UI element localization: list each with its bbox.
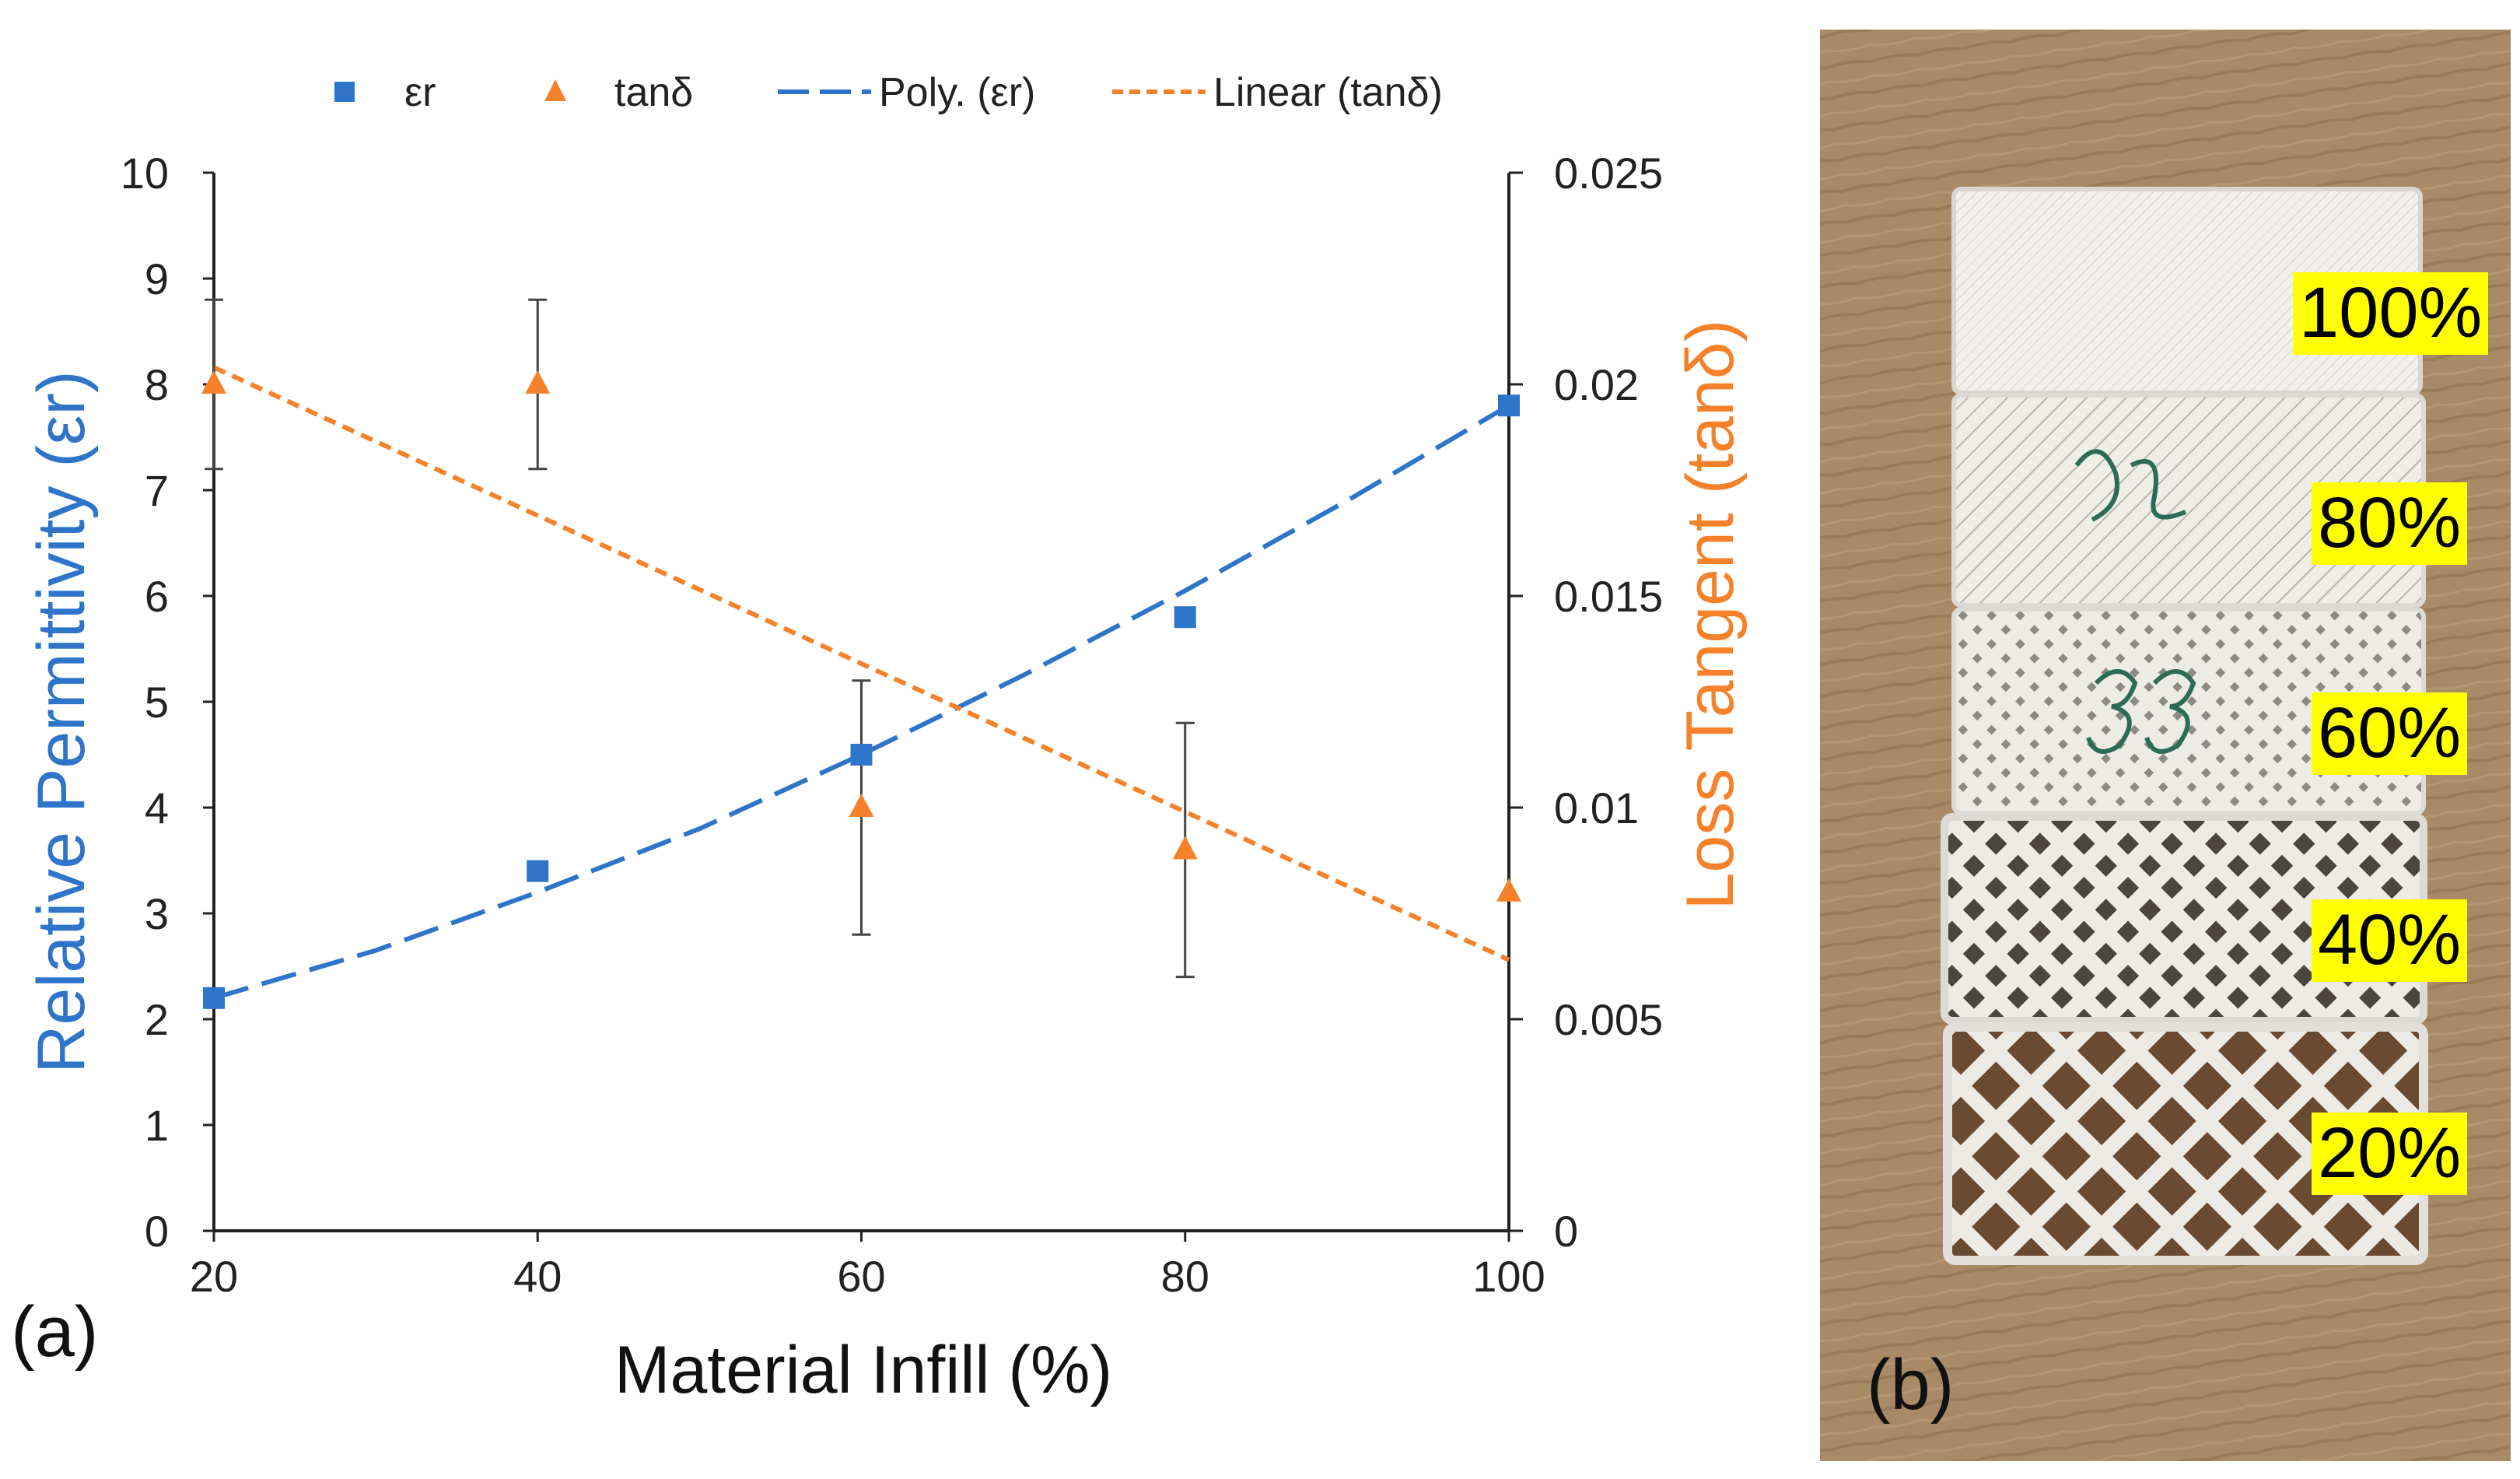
x-tick-label: 100 [1472,1252,1545,1301]
y-left-tick-label: 5 [145,678,169,727]
linear-tand-trendline [212,365,1510,962]
photo-label-40: 40% [2312,899,2468,982]
y-right-tick-label: 0.02 [1554,360,1639,409]
y-axis-right-label: Loss Tangent (tanδ) [1673,320,1748,910]
tand-data-point [1496,878,1521,902]
panel-a-label: (a) [11,1292,99,1372]
photo-label-20: 20% [2312,1113,2468,1195]
y-left-tick-label: 0 [145,1207,169,1256]
y-right-tick-label: 0.025 [1554,149,1663,198]
legend-label: εr [404,70,436,115]
legend-label: Linear (tanδ) [1213,70,1443,115]
er-data-point [527,860,549,882]
y-right-tick-label: 0.015 [1554,572,1663,621]
photo-label-80: 80% [2312,482,2468,565]
chart-area: 20 40 60 80 10001234567891000.0050.010.0150.… [24,70,1748,1407]
er-data-point [203,987,225,1009]
y-left-tick-label: 10 [121,149,169,198]
x-tick-label: 20 [190,1252,238,1301]
y-right-tick-label: 0.01 [1554,783,1639,832]
y-right-tick-label: 0 [1554,1207,1578,1256]
x-tick-label: 60 [837,1252,885,1301]
y-left-tick-label: 3 [145,889,169,938]
y-left-tick-label: 1 [145,1101,169,1150]
y-left-tick-label: 6 [145,572,169,621]
legend-label: Poly. (εr) [879,70,1035,115]
poly-er-trendline [213,403,1510,1001]
y-left-tick-label: 2 [145,995,169,1044]
tand-data-point [849,794,874,817]
tand-data-point [201,370,226,394]
y-axis-left-label: Relative Permittivity (εr) [24,370,99,1073]
er-data-point [1498,394,1520,417]
y-left-tick-label: 7 [145,466,169,515]
axes: 20 40 60 80 10001234567891000.0050.010.0150.… [121,149,1663,1301]
x-axis-label: Material Infill (%) [614,1333,1112,1407]
tand-data-point [525,370,551,394]
er-data-point [1174,606,1196,629]
y-left-tick-label: 9 [145,254,169,303]
y-left-tick-label: 8 [145,360,169,409]
error-bars [205,298,1195,979]
x-tick-label: 40 [513,1252,562,1301]
legend-label: tanδ [614,70,693,115]
photo-image [1820,30,2511,1461]
er-data-point [850,744,873,766]
tand-data-point [1172,836,1198,860]
x-tick-label: 80 [1161,1252,1209,1301]
y-left-tick-label: 4 [145,783,169,832]
data-points [201,370,1521,1009]
photo-label-100: 100% [2293,272,2489,355]
legend: εr tanδ Poly. (εr) Linear (tanδ) [334,70,1443,115]
panel-b-label: (b) [1867,1345,1955,1425]
infill-samples-photo: 100% 80% 60% 40% 20% (b) [1820,30,2511,1461]
legend-tand-swatch [544,79,566,101]
legend-er-swatch [334,82,355,102]
photo-label-60: 60% [2312,692,2468,775]
trendlines [212,365,1510,1001]
y-right-tick-label: 0.005 [1554,995,1663,1044]
